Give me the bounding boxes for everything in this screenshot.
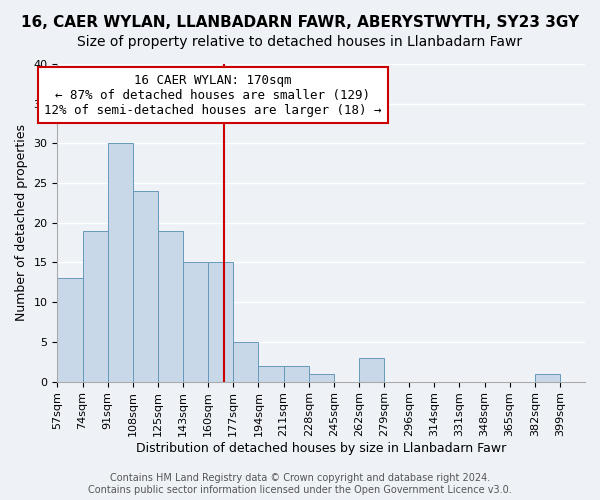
Bar [535,374,560,382]
Text: Contains HM Land Registry data © Crown copyright and database right 2024.
Contai: Contains HM Land Registry data © Crown c… [88,474,512,495]
Bar [308,374,334,382]
Bar [284,366,308,382]
Text: 16 CAER WYLAN: 170sqm
← 87% of detached houses are smaller (129)
12% of semi-det: 16 CAER WYLAN: 170sqm ← 87% of detached … [44,74,382,116]
Bar [58,278,83,382]
Text: 16, CAER WYLAN, LLANBADARN FAWR, ABERYSTWYTH, SY23 3GY: 16, CAER WYLAN, LLANBADARN FAWR, ABERYST… [21,15,579,30]
Bar [183,262,208,382]
Bar [233,342,259,382]
Bar [359,358,384,382]
Bar [83,230,107,382]
Bar [107,144,133,382]
X-axis label: Distribution of detached houses by size in Llanbadarn Fawr: Distribution of detached houses by size … [136,442,506,455]
Bar [208,262,233,382]
Bar [158,230,183,382]
Y-axis label: Number of detached properties: Number of detached properties [15,124,28,322]
Bar [259,366,284,382]
Text: Size of property relative to detached houses in Llanbadarn Fawr: Size of property relative to detached ho… [77,35,523,49]
Bar [133,191,158,382]
